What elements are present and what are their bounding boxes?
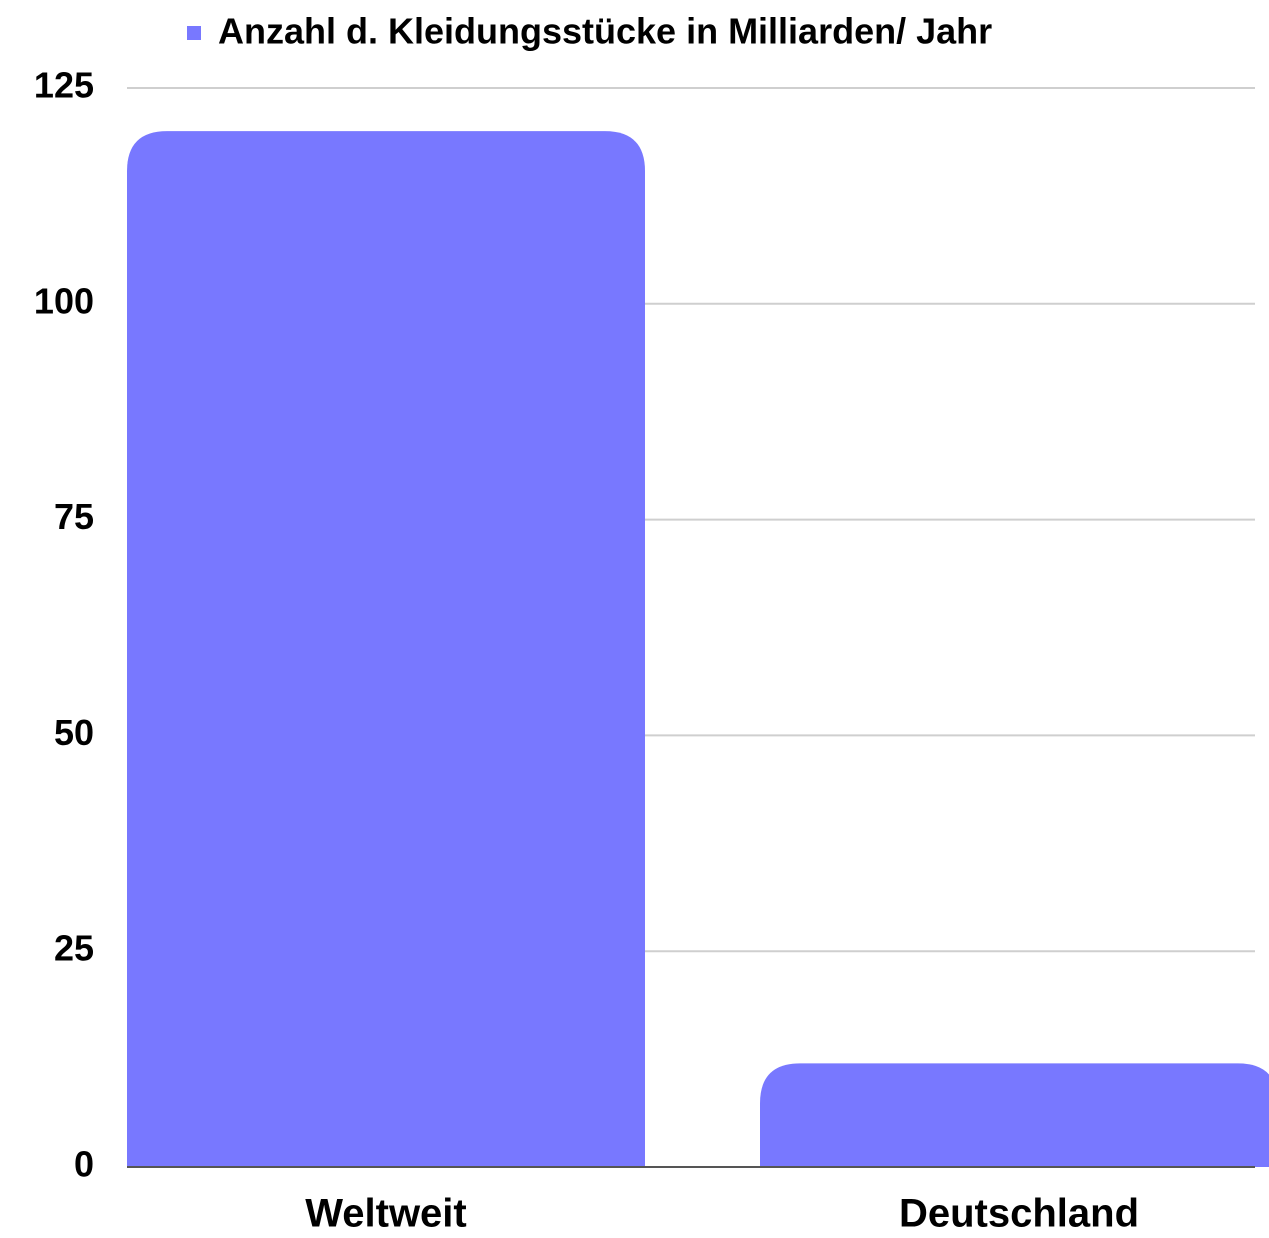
x-tick-label: Deutschland — [899, 1192, 1139, 1236]
y-tick-label: 50 — [54, 712, 94, 753]
y-tick-label: 25 — [54, 928, 94, 969]
x-tick-label: Weltweit — [305, 1192, 467, 1236]
bar — [760, 1063, 1269, 1167]
y-tick-label: 125 — [34, 65, 94, 106]
legend-swatch — [187, 26, 201, 40]
y-tick-label: 75 — [54, 496, 94, 537]
y-tick-label: 100 — [34, 280, 94, 321]
y-tick-label: 0 — [74, 1144, 94, 1185]
bar — [127, 131, 645, 1167]
legend-label: Anzahl d. Kleidungsstücke in Milliarden/… — [218, 11, 992, 52]
